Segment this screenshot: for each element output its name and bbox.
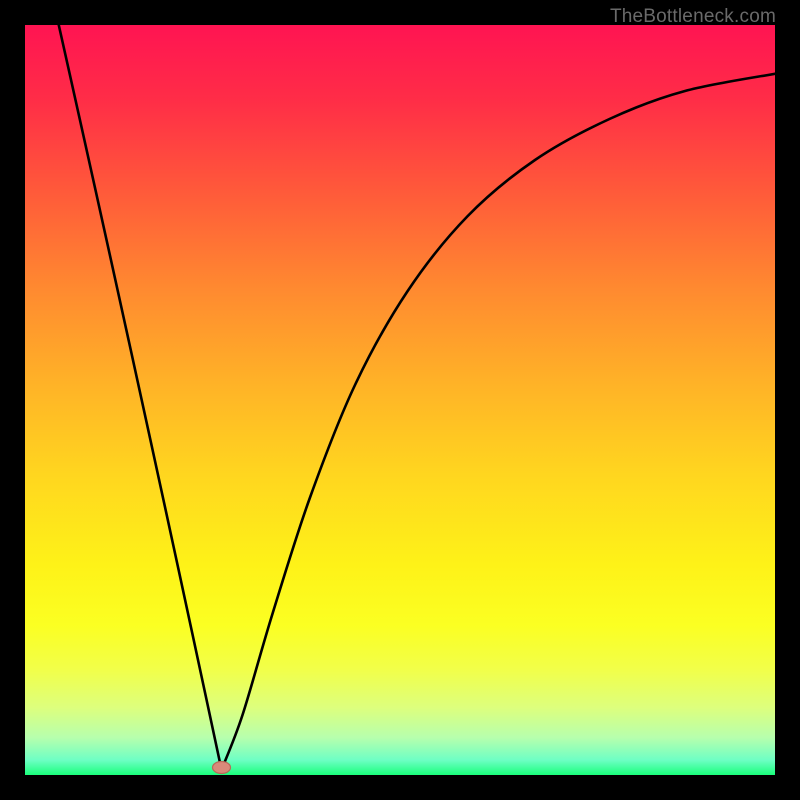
chart-frame (25, 25, 775, 775)
watermark-text: TheBottleneck.com (610, 6, 776, 28)
gradient-background (25, 25, 775, 775)
